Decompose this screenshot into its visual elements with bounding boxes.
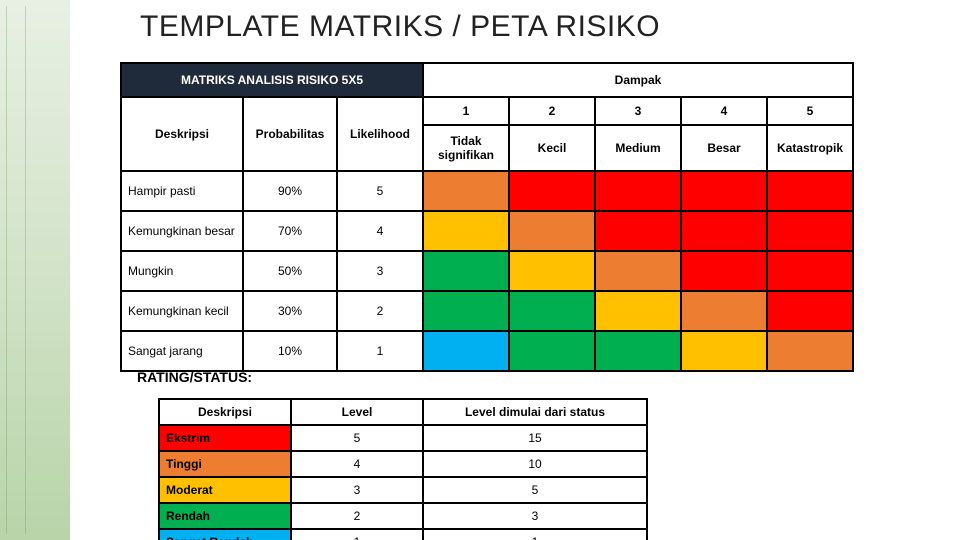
risk-cell	[767, 251, 853, 291]
risk-cell	[509, 211, 595, 251]
impact-num: 3	[595, 97, 681, 125]
row-desc: Hampir pasti	[121, 171, 243, 211]
row-prob: 70%	[243, 211, 337, 251]
rating-desc: Moderat	[159, 477, 291, 503]
row-prob: 50%	[243, 251, 337, 291]
risk-cell	[509, 291, 595, 331]
risk-cell	[423, 171, 509, 211]
risk-cell	[681, 291, 767, 331]
left-decorative-stripe	[0, 0, 70, 540]
row-like: 3	[337, 251, 423, 291]
matrix-row: Mungkin 50% 3	[121, 251, 853, 291]
rating-status: 5	[423, 477, 647, 503]
rating-col-status: Level dimulai dari status	[423, 399, 647, 425]
impact-label: Besar	[681, 125, 767, 171]
row-like: 2	[337, 291, 423, 331]
row-desc: Mungkin	[121, 251, 243, 291]
risk-cell	[767, 331, 853, 371]
rating-status: 10	[423, 451, 647, 477]
rating-status: 3	[423, 503, 647, 529]
rating-status: 15	[423, 425, 647, 451]
row-desc: Sangat jarang	[121, 331, 243, 371]
row-desc: Kemungkinan kecil	[121, 291, 243, 331]
risk-cell	[595, 251, 681, 291]
risk-cell	[767, 171, 853, 211]
risk-cell	[423, 211, 509, 251]
risk-cell	[509, 251, 595, 291]
rating-row: Sangat Rendah 1 1	[159, 529, 647, 540]
rating-table: Deskripsi Level Level dimulai dari statu…	[158, 398, 648, 540]
risk-cell	[681, 331, 767, 371]
matrix-row: Kemungkinan kecil 30% 2	[121, 291, 853, 331]
rating-level: 3	[291, 477, 423, 503]
risk-cell	[595, 211, 681, 251]
rating-row: Moderat 3 5	[159, 477, 647, 503]
risk-cell	[595, 291, 681, 331]
rating-level: 4	[291, 451, 423, 477]
rating-row: Rendah 2 3	[159, 503, 647, 529]
impact-label: Tidak signifikan	[423, 125, 509, 171]
risk-cell	[595, 171, 681, 211]
risk-cell	[423, 251, 509, 291]
row-prob: 90%	[243, 171, 337, 211]
impact-num: 1	[423, 97, 509, 125]
risk-cell	[767, 291, 853, 331]
row-prob: 10%	[243, 331, 337, 371]
rating-level: 2	[291, 503, 423, 529]
matrix-header-left: MATRIKS ANALISIS RISIKO 5X5	[121, 63, 423, 97]
impact-label: Kecil	[509, 125, 595, 171]
rating-level: 1	[291, 529, 423, 540]
rating-status-label: RATING/STATUS:	[137, 370, 252, 385]
impact-num: 5	[767, 97, 853, 125]
rating-col-level: Level	[291, 399, 423, 425]
rating-desc: Sangat Rendah	[159, 529, 291, 540]
matrix-row: Kemungkinan besar 70% 4	[121, 211, 853, 251]
risk-cell	[509, 171, 595, 211]
rating-desc: Rendah	[159, 503, 291, 529]
risk-cell	[423, 291, 509, 331]
col-deskripsi: Deskripsi	[121, 97, 243, 171]
risk-cell	[681, 211, 767, 251]
col-likelihood: Likelihood	[337, 97, 423, 171]
row-like: 5	[337, 171, 423, 211]
rating-row: Ekstrim 5 15	[159, 425, 647, 451]
impact-num: 2	[509, 97, 595, 125]
impact-label: Katastropik	[767, 125, 853, 171]
page-title: TEMPLATE MATRIKS / PETA RISIKO	[140, 10, 660, 44]
risk-cell	[681, 251, 767, 291]
rating-col-deskripsi: Deskripsi	[159, 399, 291, 425]
matrix-row: Sangat jarang 10% 1	[121, 331, 853, 371]
rating-desc: Ekstrim	[159, 425, 291, 451]
matrix-header-dampak: Dampak	[423, 63, 853, 97]
risk-matrix-table: MATRIKS ANALISIS RISIKO 5X5 Dampak Deskr…	[120, 62, 854, 372]
row-like: 4	[337, 211, 423, 251]
row-desc: Kemungkinan besar	[121, 211, 243, 251]
risk-cell	[681, 171, 767, 211]
impact-label: Medium	[595, 125, 681, 171]
rating-level: 5	[291, 425, 423, 451]
matrix-row: Hampir pasti 90% 5	[121, 171, 853, 211]
impact-num: 4	[681, 97, 767, 125]
col-probabilitas: Probabilitas	[243, 97, 337, 171]
rating-row: Tinggi 4 10	[159, 451, 647, 477]
rating-desc: Tinggi	[159, 451, 291, 477]
risk-cell	[595, 331, 681, 371]
row-prob: 30%	[243, 291, 337, 331]
risk-cell	[509, 331, 595, 371]
rating-status: 1	[423, 529, 647, 540]
risk-cell	[423, 331, 509, 371]
row-like: 1	[337, 331, 423, 371]
risk-cell	[767, 211, 853, 251]
